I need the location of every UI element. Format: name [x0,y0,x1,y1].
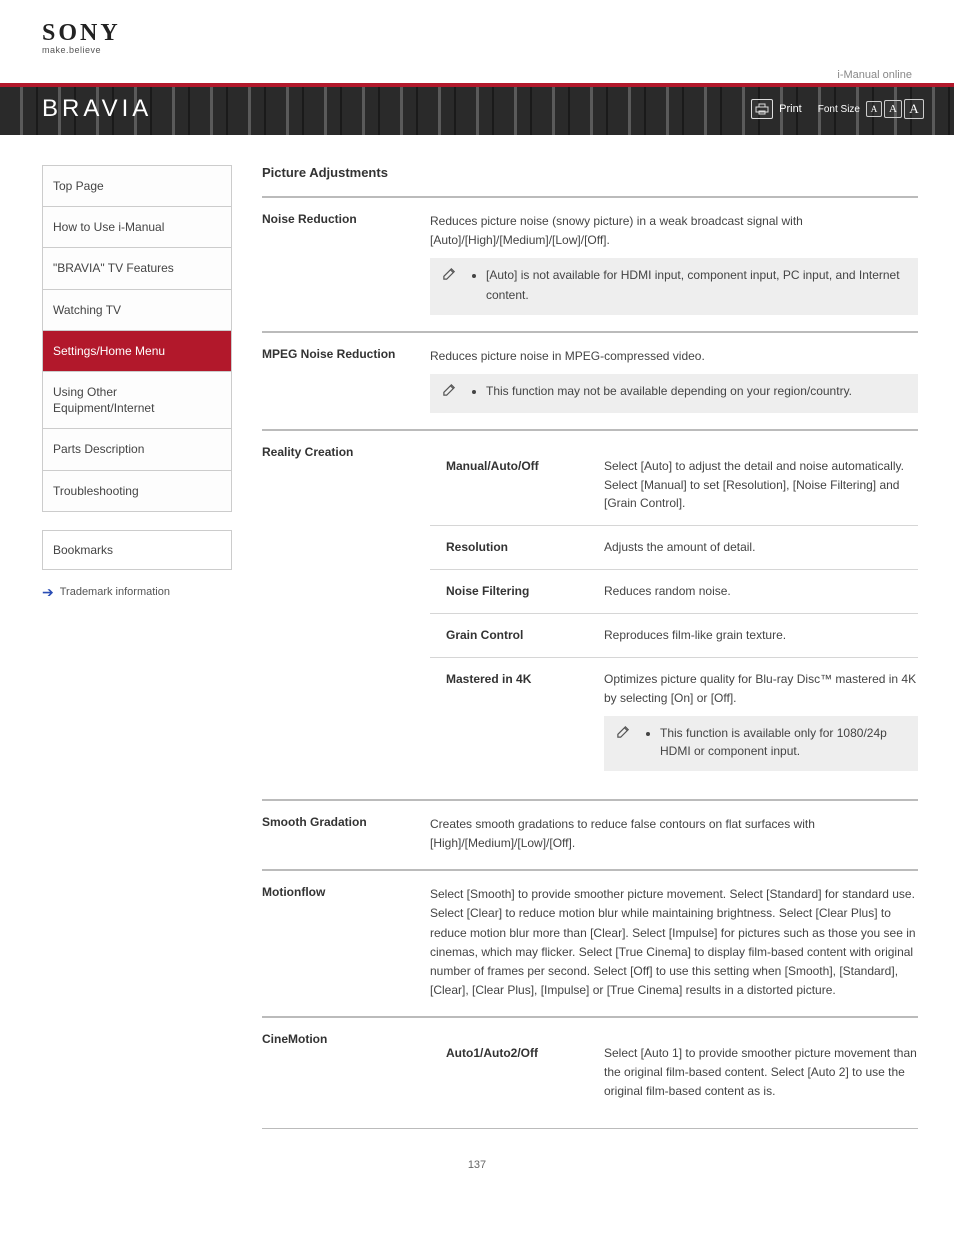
sub-setting-body: Select [Auto] to adjust the detail and n… [604,457,918,513]
sub-setting-row: Auto1/Auto2/Off Select [Auto 1] to provid… [430,1032,918,1112]
font-size-label: Font Size [818,104,860,115]
sub-setting-row: Resolution Adjusts the amount of detail. [430,525,918,569]
setting-row: Reality Creation Manual/Auto/Off Select [A… [262,430,918,795]
setting-body: Auto1/Auto2/Off Select [Auto 1] to provid… [430,1032,918,1112]
print-button[interactable]: Print [751,99,802,119]
sidebar-item[interactable]: Parts Description [43,429,231,470]
sub-setting-body: Reproduces film-like grain texture. [604,626,918,645]
sub-setting-row: Manual/Auto/Off Select [Auto] to adjust t… [430,445,918,525]
sub-setting-row: Mastered in 4KOptimizes picture quality … [430,657,918,782]
sidebar-item[interactable]: Using Other Equipment/Internet [43,372,231,429]
setting-row: Noise ReductionReduces picture noise (sn… [262,197,918,327]
sidebar-item-bookmarks[interactable]: Bookmarks [42,530,232,570]
brand-text: BRAVIA [42,95,152,123]
setting-body: Reduces picture noise (snowy picture) in… [430,212,918,315]
setting-body: Reduces picture noise in MPEG-compressed… [430,347,918,413]
nav: Top PageHow to Use i-Manual"BRAVIA" TV F… [42,165,232,512]
print-label: Print [779,103,802,115]
setting-label: MPEG Noise Reduction [262,347,412,413]
note: This function is available only for 1080… [604,716,918,771]
font-size-large[interactable]: A [904,99,924,119]
setting-label: Smooth Gradation [262,815,412,853]
sidebar-item[interactable]: "BRAVIA" TV Features [43,248,231,289]
sony-tagline: make.believe [42,45,912,55]
sidebar-item[interactable]: Settings/Home Menu [43,331,231,372]
iguide-label: i-Manual online [0,65,954,83]
sub-setting-body: Optimizes picture quality for Blu-ray Di… [604,670,918,770]
font-sizer: Font Size A A A [818,99,924,119]
sidebar-item[interactable]: Troubleshooting [43,471,231,512]
print-icon [751,99,773,119]
arrow-icon: ➔ [42,584,54,601]
note-icon [616,724,632,745]
note-icon [442,382,458,403]
page-number: 137 [0,1129,954,1191]
setting-label: Reality Creation [262,445,412,783]
setting-row: MotionflowSelect [Smooth] to provide smo… [262,870,918,1012]
setting-row: CineMotion Auto1/Auto2/Off Select [Auto 1]… [262,1017,918,1124]
page-header: SONY make.believe [0,0,954,65]
sony-logo: SONY [42,20,912,47]
trademark-link[interactable]: ➔ Trademark information [42,584,232,601]
setting-body: Select [Smooth] to provide smoother pict… [430,885,918,1000]
sub-setting-label: Noise Filtering [446,582,586,601]
sidebar-item[interactable]: How to Use i-Manual [43,207,231,248]
sub-setting-label: Mastered in 4K [446,670,586,770]
sidebar-item[interactable]: Watching TV [43,290,231,331]
trademark-label: Trademark information [60,586,170,598]
sidebar-item[interactable]: Top Page [43,166,231,207]
sub-setting-row: Noise Filtering Reduces random noise. [430,569,918,613]
sub-setting-label: Manual/Auto/Off [446,457,586,513]
setting-row: MPEG Noise Reduction Reduces picture nois… [262,332,918,425]
sub-setting-label: Grain Control [446,626,586,645]
setting-label: Motionflow [262,885,412,1000]
setting-row: Smooth Gradation Creates smooth gradation… [262,800,918,865]
setting-label: CineMotion [262,1032,412,1112]
banner: BRAVIA Print Font Size A A A [0,87,954,135]
setting-label: Noise Reduction [262,212,412,315]
sub-setting-row: Grain Control Reproduces film-like grain … [430,613,918,657]
sub-setting-body: Reduces random noise. [604,582,918,601]
note: This function may not be available depen… [430,374,918,413]
font-size-small[interactable]: A [866,101,882,117]
font-size-medium[interactable]: A [884,100,902,118]
note: [Auto] is not available for HDMI input, … [430,258,918,314]
content: Picture Adjustments Noise ReductionReduc… [262,165,924,1129]
sub-setting-body: Adjusts the amount of detail. [604,538,918,557]
setting-body: Manual/Auto/Off Select [Auto] to adjust t… [430,445,918,783]
section-title: Picture Adjustments [262,165,918,180]
sidebar: Top PageHow to Use i-Manual"BRAVIA" TV F… [42,165,232,601]
sub-setting-label: Auto1/Auto2/Off [446,1044,586,1100]
setting-body: Creates smooth gradations to reduce fals… [430,815,918,853]
note-icon [442,266,458,287]
sub-setting-body: Select [Auto 1] to provide smoother pict… [604,1044,918,1100]
sub-setting-label: Resolution [446,538,586,557]
